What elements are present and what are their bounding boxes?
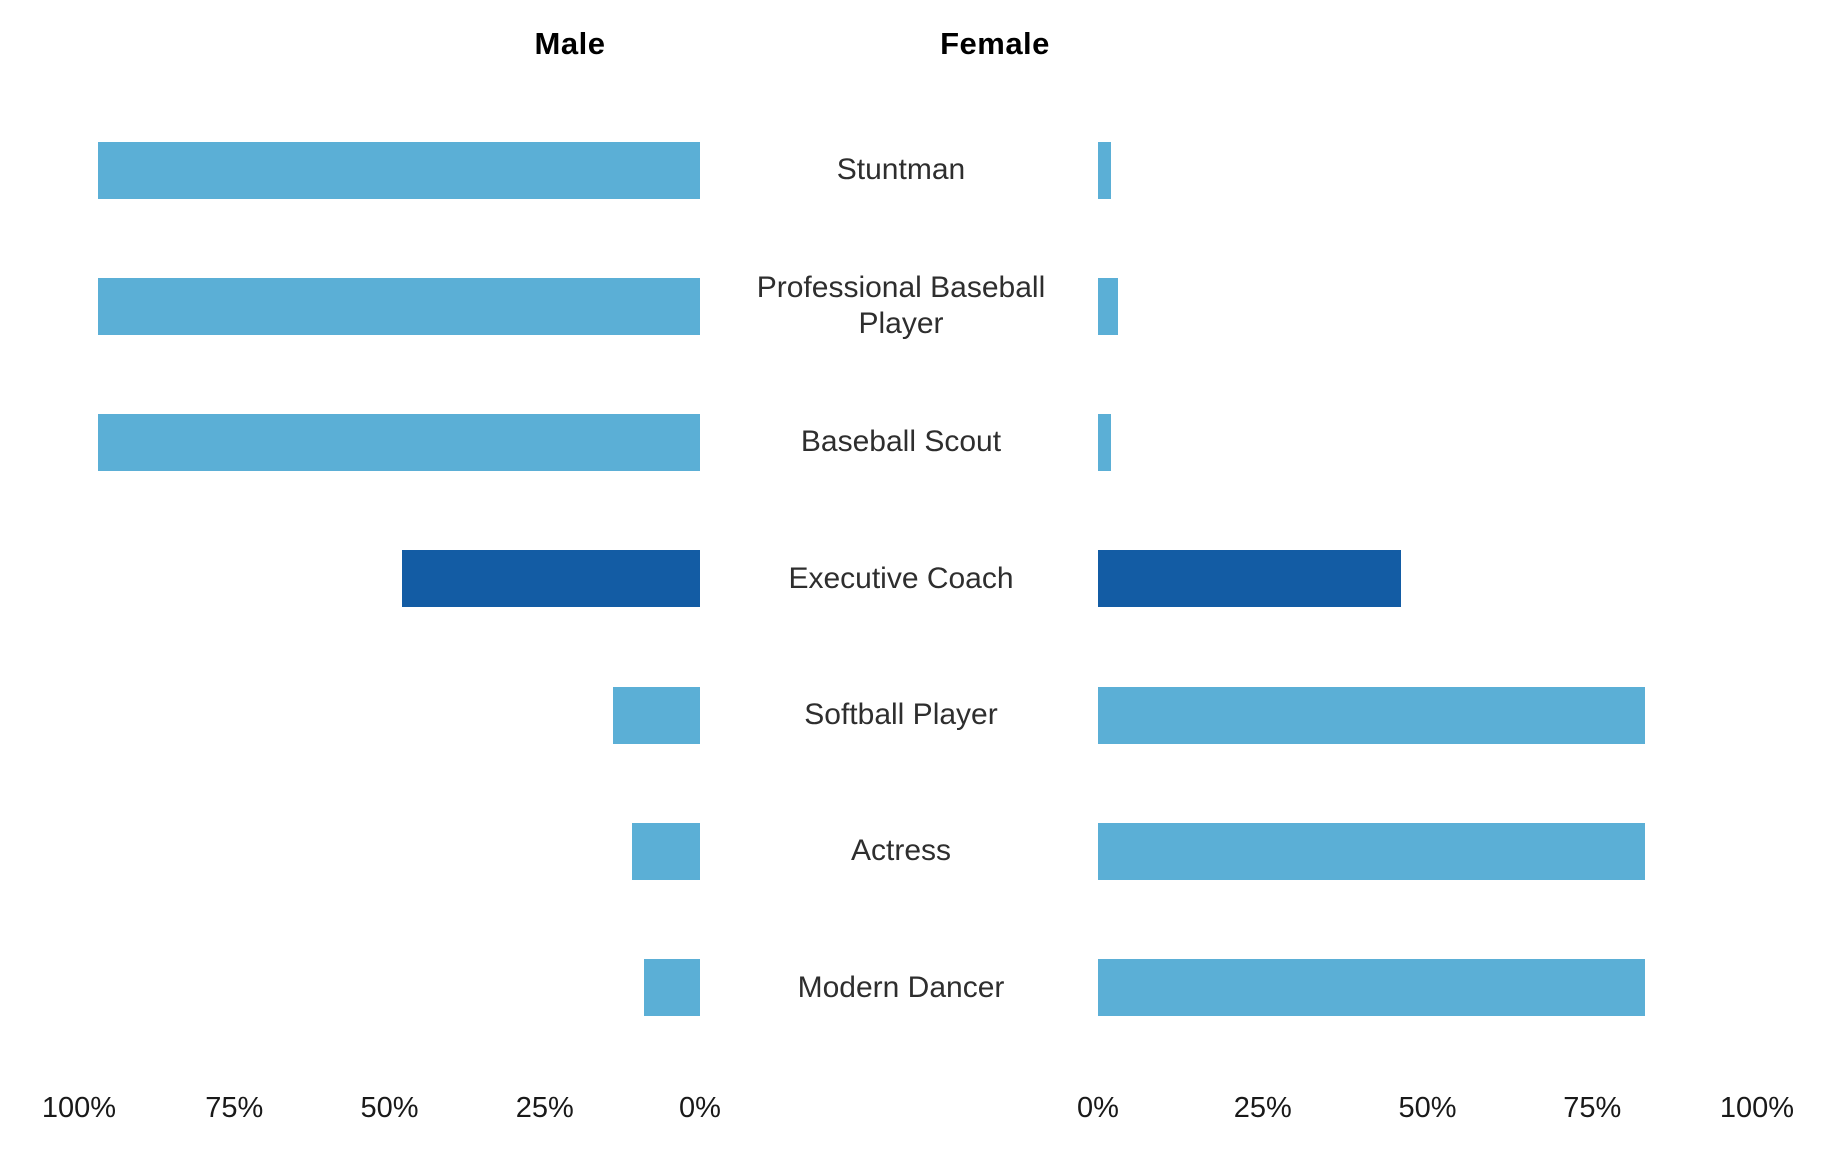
male-bar xyxy=(613,686,700,744)
category-label: Baseball Scout xyxy=(800,425,1002,459)
female-axis-tick-label: 50% xyxy=(1398,1092,1457,1124)
male-bar xyxy=(97,141,700,199)
female-axis-tick-label: 0% xyxy=(1077,1092,1119,1124)
category-label: Actress xyxy=(850,834,952,868)
category-label: Stuntman xyxy=(836,152,966,186)
male-bar xyxy=(97,414,700,472)
female-bar xyxy=(1098,550,1402,608)
male-axis-tick-label: 0% xyxy=(679,1092,721,1124)
category-label: Softball Player xyxy=(804,697,998,731)
male-bar xyxy=(97,277,700,335)
female-bar xyxy=(1098,823,1645,880)
female-bar xyxy=(1098,686,1645,744)
male-bar xyxy=(644,959,700,1017)
male-bar xyxy=(401,550,700,608)
female-axis-tick-label: 100% xyxy=(1719,1092,1795,1124)
female-bar xyxy=(1098,277,1118,335)
female-column-header: Female xyxy=(940,26,1050,61)
male-axis-tick-label: 25% xyxy=(515,1092,574,1124)
female-bar xyxy=(1098,414,1112,472)
category-label: Professional Baseball Player xyxy=(756,270,1046,341)
female-axis-tick-label: 75% xyxy=(1563,1092,1622,1124)
male-axis-tick-label: 50% xyxy=(360,1092,419,1124)
female-axis-tick-label: 25% xyxy=(1233,1092,1292,1124)
male-bar xyxy=(631,823,700,880)
category-label: Executive Coach xyxy=(788,561,1014,595)
male-axis-tick-label: 100% xyxy=(41,1092,117,1124)
female-bar xyxy=(1098,141,1112,199)
female-bar xyxy=(1098,959,1645,1017)
male-column-header: Male xyxy=(534,26,606,61)
male-axis-tick-label: 75% xyxy=(205,1092,264,1124)
category-label: Modern Dancer xyxy=(797,970,1005,1004)
